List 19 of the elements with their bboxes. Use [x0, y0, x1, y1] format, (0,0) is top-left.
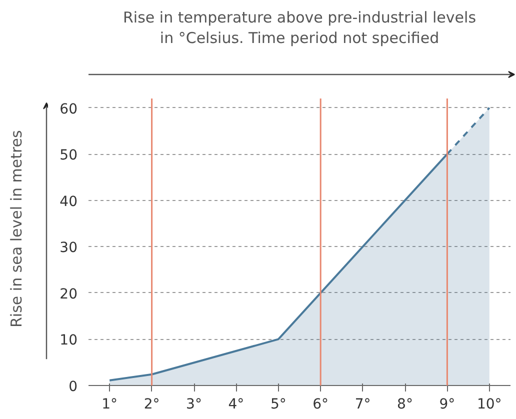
y-tick-label: 60	[60, 101, 78, 118]
y-axis-title: Rise in sea level in metres	[8, 130, 26, 328]
y-tick-label: 50	[60, 148, 78, 164]
x-tick-label: 9°	[439, 396, 456, 412]
x-axis-title: Rise in temperature above pre-industrial levels in °Celsius. Time period not specified	[122, 8, 476, 48]
x-tick-label: 1°	[102, 396, 118, 412]
y-tick-label: 20	[60, 286, 78, 302]
x-tick-label: 7°	[354, 396, 371, 412]
x-tick-label: 10°	[476, 396, 502, 412]
x-tick-label: 8°	[397, 396, 413, 412]
x-tick-label: 5°	[270, 396, 286, 412]
y-tick-label: 0	[68, 379, 78, 395]
x-tick-label: 2°	[144, 396, 160, 412]
y-tick-label: 30	[60, 240, 78, 256]
x-tick-label: 6°	[312, 396, 329, 412]
y-tick-label: 10	[60, 332, 78, 349]
x-tick-label: 3°	[186, 396, 202, 412]
x-tick-label: 4°	[228, 396, 244, 412]
y-tick-label: 40	[60, 194, 78, 210]
